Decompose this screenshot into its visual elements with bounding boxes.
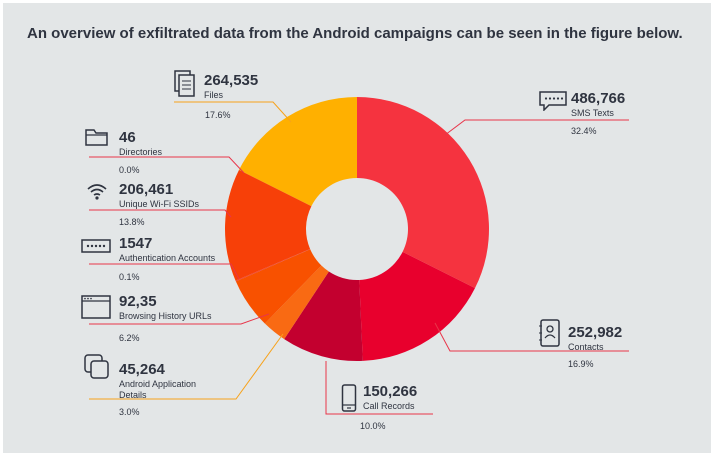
folder-icon (85, 127, 109, 152)
value-calls: 150,266 (363, 383, 418, 400)
donut-chart (89, 97, 629, 415)
percent-browsing: 6.2% (119, 333, 140, 343)
browser-icon (81, 295, 111, 324)
files-icon (174, 70, 198, 103)
label-files: 264,535 Files (204, 72, 258, 101)
value-browsing: 92,35 (119, 293, 157, 310)
percent-directories: 0.0% (119, 165, 140, 175)
leader-line-dirs (89, 156, 245, 174)
percent-calls: 10.0% (360, 421, 386, 431)
value-contacts: 252,982 (568, 324, 623, 341)
slice-files (239, 97, 357, 207)
category-calls: Call Records (363, 401, 415, 411)
category-contacts: Contacts (568, 342, 604, 352)
contacts-icon (539, 319, 561, 352)
value-wifi: 206,461 (119, 181, 174, 198)
leader-line-browsing (89, 313, 270, 325)
percent-auth: 0.1% (119, 272, 140, 282)
value-apps: 45,264 (119, 361, 165, 378)
slice-wifi (225, 169, 312, 281)
label-sms: 486,766 SMS Texts (571, 90, 625, 119)
category-wifi: Unique Wi-Fi SSIDs (119, 199, 200, 209)
password-icon (81, 239, 111, 258)
percent-contacts: 16.9% (568, 359, 594, 369)
leader-line-apps (89, 333, 284, 400)
slice-browsing (235, 249, 322, 324)
label-contacts: 252,982 Contacts (568, 324, 622, 353)
category-sms: SMS Texts (571, 108, 614, 118)
infographic-panel: An overview of exfiltrated data from the… (3, 3, 711, 453)
percent-wifi: 13.8% (119, 217, 145, 227)
label-auth: 1547 Authentication Accounts (119, 235, 215, 264)
label-calls: 150,266 Call Records (363, 383, 417, 412)
leader-line-calls (325, 361, 433, 415)
category-browsing: Browsing History URLs (119, 311, 212, 321)
chart-title: An overview of exfiltrated data from the… (27, 25, 683, 42)
leader-line-sms (444, 119, 629, 136)
category-files: Files (204, 90, 224, 100)
phone-icon (341, 384, 357, 417)
apps-icon (83, 353, 111, 386)
category-auth: Authentication Accounts (119, 253, 216, 263)
leader-line-contacts (434, 322, 629, 352)
slice-sms (357, 97, 489, 289)
label-wifi: 206,461 Unique Wi-Fi SSIDs (119, 181, 199, 210)
category-apps: Android Application Details (119, 379, 197, 400)
category-directories: Directories (119, 147, 163, 157)
value-directories: 46 (119, 129, 136, 146)
percent-apps: 3.0% (119, 407, 140, 417)
wifi-icon (85, 181, 109, 206)
label-browsing: 92,35 Browsing History URLs (119, 293, 212, 322)
value-sms: 486,766 (571, 90, 626, 107)
slice-apps (264, 265, 329, 340)
slice-contacts (359, 251, 475, 361)
percent-sms: 32.4% (571, 126, 597, 136)
value-files: 264,535 (204, 72, 259, 89)
leader-line-auth (89, 263, 240, 280)
slice-calls (284, 271, 363, 361)
percent-files: 17.6% (205, 110, 231, 120)
leader-line-files (174, 101, 292, 123)
value-auth: 1547 (119, 235, 153, 252)
slice-auth (235, 248, 311, 282)
sms-icon (539, 91, 567, 116)
label-directories: 46 Directories (119, 129, 162, 158)
label-apps: 45,264 Android Application Details (119, 361, 214, 401)
leader-line-wifi (89, 209, 232, 218)
